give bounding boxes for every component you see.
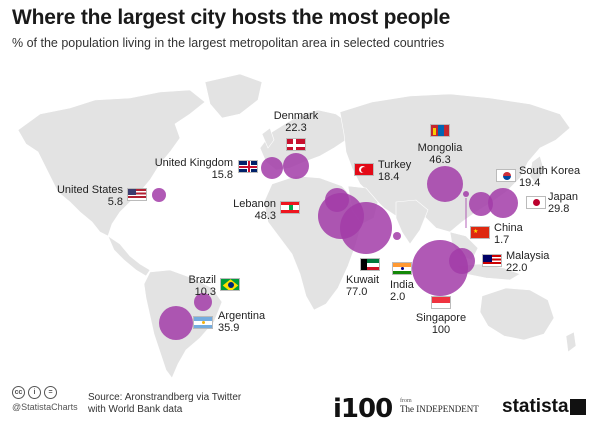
bubble-kuwait (340, 202, 392, 254)
flag-malaysia-icon (482, 254, 502, 267)
bubble-united-kingdom (261, 157, 283, 179)
label-united-states: United States 5.8 (56, 184, 123, 208)
flag-japan-icon (526, 196, 546, 209)
statista-handle: @StatistaCharts (12, 402, 78, 412)
chart-subtitle: % of the population living in the larges… (12, 36, 445, 50)
statista-logo: statista (502, 396, 569, 417)
label-singapore: Singapore 100 (415, 312, 467, 336)
japan-shape (529, 155, 545, 185)
source-note: Source: Aronstrandberg via Twitter with … (88, 392, 242, 415)
bubble-singapore (412, 240, 468, 296)
bubble-denmark (283, 153, 309, 179)
flag-lebanon-icon (280, 201, 300, 214)
new-zealand-shape (565, 331, 577, 353)
greenland-shape (204, 73, 263, 119)
flag-usa-icon (127, 188, 147, 201)
bubble-india (393, 232, 401, 240)
label-india: India 2.0 (390, 279, 414, 303)
bubble-south-korea (469, 192, 493, 216)
flag-denmark-icon (286, 138, 306, 151)
label-malaysia: Malaysia 22.0 (506, 250, 550, 274)
flag-mongolia-icon (430, 124, 450, 137)
flag-turkey-icon (354, 163, 374, 176)
bubble-japan (488, 188, 518, 218)
by-icon: i (28, 386, 41, 399)
flag-china-icon: ★ (470, 226, 490, 239)
label-mongolia: Mongolia 46.3 (417, 142, 463, 166)
label-china: China 1.7 (494, 222, 523, 246)
flag-india-icon (392, 262, 412, 275)
independent-logo: from The INDEPENDENT (400, 398, 479, 414)
cc-icon: cc (12, 386, 25, 399)
chart-title: Where the largest city hosts the most pe… (12, 6, 451, 29)
label-brazil: Brazil 10.3 (188, 274, 216, 298)
label-turkey: Turkey 18.4 (378, 159, 412, 183)
central-america-shape (107, 235, 151, 277)
i100-logo: i100 (333, 394, 393, 424)
uk-shape (261, 127, 275, 149)
india-shape (395, 199, 429, 245)
label-denmark: Denmark 22.3 (273, 110, 319, 134)
footer-credits: cc i = @StatistaCharts (12, 386, 78, 412)
nd-icon: = (44, 386, 57, 399)
bubble-china (463, 191, 469, 197)
bubble-united-states (152, 188, 166, 202)
australia-shape (479, 287, 555, 341)
flag-uk-icon (238, 160, 258, 173)
label-kuwait: Kuwait 77.0 (346, 274, 380, 298)
label-lebanon: Lebanon 48.3 (233, 198, 276, 222)
flag-singapore-icon (431, 296, 451, 309)
label-south-korea: South Korea 19.4 (519, 165, 581, 189)
north-america-shape (17, 89, 206, 237)
flag-brazil-icon (220, 278, 240, 291)
statista-mark-icon (570, 399, 586, 415)
flag-south-korea-icon (496, 169, 516, 182)
world-map-svg (17, 73, 577, 379)
bubble-argentina (159, 306, 193, 340)
label-argentina: Argentina 35.9 (218, 310, 266, 334)
bubble-mongolia (427, 166, 463, 202)
label-japan: Japan 29.8 (548, 191, 578, 215)
bubble-brazil (194, 293, 212, 311)
label-united-kingdom: United Kingdom 15.8 (154, 157, 233, 181)
world-map (0, 52, 600, 382)
flag-kuwait-icon (360, 258, 380, 271)
flag-argentina-icon (193, 316, 213, 329)
